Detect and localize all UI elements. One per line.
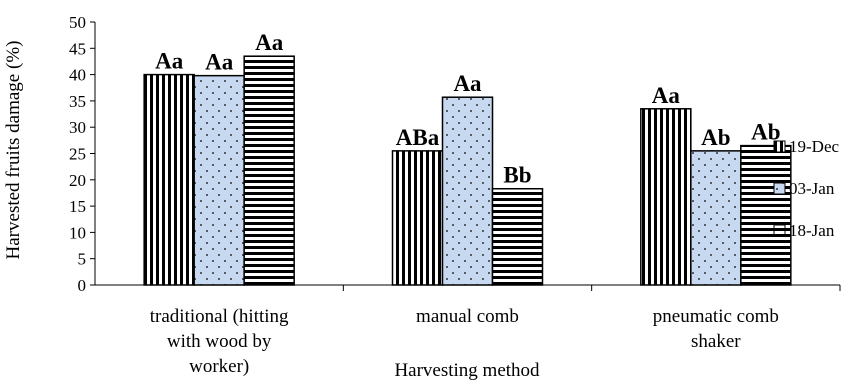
legend-label: 19-Dec bbox=[789, 137, 839, 156]
bar bbox=[640, 108, 692, 286]
x-category-label: traditional (hitting bbox=[150, 306, 289, 327]
x-category-label: pneumatic comb bbox=[653, 306, 779, 327]
axes bbox=[94, 22, 841, 291]
data-label: Ab bbox=[701, 125, 730, 150]
y-tick-label: 45 bbox=[69, 39, 86, 58]
x-category-label: manual comb bbox=[416, 306, 519, 327]
x-category-label: shaker bbox=[691, 331, 741, 352]
y-tick-label: 35 bbox=[69, 92, 86, 111]
y-tick-label: 5 bbox=[78, 250, 87, 269]
y-axis-title: Harvested fruits damage (%) bbox=[3, 41, 24, 260]
y-tick-label: 50 bbox=[69, 13, 86, 32]
data-label: Aa bbox=[205, 50, 234, 75]
data-label: Aa bbox=[453, 71, 482, 96]
bar bbox=[243, 55, 295, 286]
bars-group bbox=[143, 55, 792, 286]
data-labels-group: Aa Aa Aa ABa Aa Bb Aa Ab Ab bbox=[155, 30, 780, 188]
data-label: Aa bbox=[652, 83, 681, 108]
data-label: ABa bbox=[396, 125, 440, 150]
bar bbox=[491, 187, 544, 286]
legend-label: 03-Jan bbox=[789, 179, 835, 198]
legend-swatch bbox=[773, 224, 786, 237]
y-axis-ticks: 0 5 10 15 20 25 30 35 40 45 50 bbox=[69, 13, 95, 295]
data-label: Bb bbox=[503, 163, 531, 188]
y-tick-label: 0 bbox=[78, 276, 87, 295]
data-label: Ab bbox=[751, 120, 780, 145]
y-tick-label: 20 bbox=[69, 171, 86, 190]
bar bbox=[391, 150, 444, 286]
bar bbox=[441, 96, 494, 286]
y-tick-label: 15 bbox=[69, 197, 86, 216]
data-label: Aa bbox=[155, 49, 184, 74]
x-axis-title: Harvesting method bbox=[394, 360, 540, 381]
y-tick-label: 10 bbox=[69, 223, 86, 242]
legend: 19-Dec 03-Jan 18-Jan bbox=[773, 137, 839, 240]
legend-swatch bbox=[773, 182, 786, 195]
legend-swatch bbox=[773, 140, 786, 153]
bar bbox=[690, 150, 742, 286]
y-tick-label: 30 bbox=[69, 118, 86, 137]
x-category-label: with wood by bbox=[167, 331, 272, 352]
bar bbox=[193, 74, 245, 286]
y-tick-label: 40 bbox=[69, 66, 86, 85]
data-label: Aa bbox=[255, 30, 284, 55]
x-category-label: worker) bbox=[189, 356, 249, 377]
bar bbox=[740, 144, 792, 286]
legend-label: 18-Jan bbox=[789, 221, 835, 240]
y-tick-label: 25 bbox=[69, 145, 86, 164]
x-axis-categories: traditional (hitting with wood by worker) m… bbox=[150, 306, 779, 377]
bar bbox=[143, 73, 195, 286]
